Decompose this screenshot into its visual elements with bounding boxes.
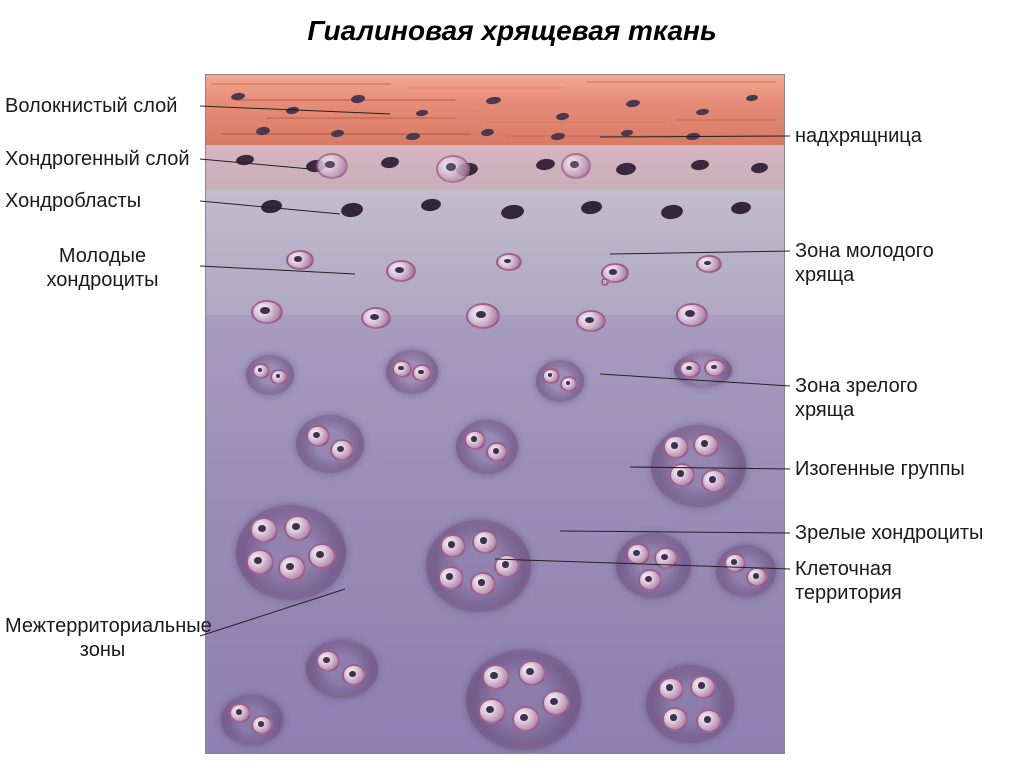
fiber-strand — [486, 121, 666, 123]
mature-chondrocyte — [270, 369, 288, 385]
isogenic-group — [306, 640, 378, 698]
mature-chondrocyte — [316, 650, 340, 672]
mature-chondrocyte — [478, 698, 506, 724]
young-chondrocyte — [576, 310, 606, 332]
mature-chondrocyte — [438, 566, 464, 590]
fiber-strand — [586, 81, 776, 83]
mature-chondrocyte — [669, 463, 695, 487]
mature-chondrocyte — [704, 359, 726, 377]
mature-chondrocyte — [250, 517, 278, 543]
isogenic-group — [246, 355, 294, 395]
fiber-strand — [266, 117, 456, 119]
young-chondrocyte — [676, 303, 708, 327]
young-chondrocyte — [251, 300, 283, 324]
isogenic-group — [716, 545, 776, 597]
young-chondrocyte — [386, 260, 416, 282]
mature-chondrocyte — [693, 433, 719, 457]
fiber-strand — [236, 99, 456, 101]
right-label: Зона зрелогохряща — [795, 374, 1015, 422]
mature-chondrocyte — [654, 547, 678, 569]
young-chondrocyte — [601, 278, 609, 286]
left-label: Молодыехондроциты — [5, 244, 200, 292]
isogenic-group — [646, 665, 734, 743]
isogenic-group — [651, 425, 746, 507]
mature-chondrocyte — [278, 555, 306, 581]
young-chondrocyte — [286, 250, 314, 270]
mature-chondrocyte — [464, 430, 486, 450]
chondrogenic-cell — [561, 153, 591, 179]
young-chondrocyte — [496, 253, 522, 271]
micrograph-image — [205, 74, 785, 754]
mature-chondrocyte — [284, 515, 312, 541]
mature-chondrocyte — [542, 690, 570, 716]
fiber-strand — [676, 119, 776, 121]
mature-chondrocyte — [560, 376, 578, 392]
fiber-strand — [406, 87, 566, 89]
isogenic-group — [466, 650, 581, 750]
isogenic-group — [386, 350, 438, 394]
right-label: надхрящница — [795, 124, 1015, 148]
fiber-strand — [476, 103, 676, 105]
mature-chondrocyte — [663, 435, 689, 459]
mature-chondrocyte — [512, 706, 540, 732]
mature-chondrocyte — [330, 439, 354, 461]
mature-chondrocyte — [472, 530, 498, 554]
mature-chondrocyte — [482, 664, 510, 690]
mature-chondrocyte — [696, 709, 722, 733]
right-label: Клеточнаятерритория — [795, 557, 1015, 605]
isogenic-group — [296, 415, 364, 473]
isogenic-group — [456, 420, 518, 474]
mature-chondrocyte — [470, 572, 496, 596]
chondrogenic-cell — [316, 153, 348, 179]
mature-chondrocyte — [229, 703, 251, 723]
mature-chondrocyte — [251, 715, 273, 735]
mature-chondrocyte — [246, 549, 274, 575]
chondrogenic-cell — [436, 155, 470, 183]
mature-chondrocyte — [342, 664, 366, 686]
right-label: Зрелые хондроциты — [795, 521, 1015, 545]
mature-chondrocyte — [638, 569, 662, 591]
mature-chondrocyte — [440, 534, 466, 558]
left-label: Хондробласты — [5, 189, 200, 213]
left-label: Межтерриториальныезоны — [5, 614, 200, 662]
mature-chondrocyte — [662, 707, 688, 731]
fiber-strand — [211, 83, 391, 85]
mature-chondrocyte — [746, 567, 768, 587]
isogenic-group — [616, 533, 691, 598]
mature-chondrocyte — [701, 469, 727, 493]
diagram-container: Волокнистый слой Хондрогенный слой Хондроб… — [0, 59, 1024, 759]
isogenic-group — [426, 520, 531, 612]
diagram-title: Гиалиновая хрящевая ткань — [0, 0, 1024, 59]
mature-chondrocyte — [542, 368, 560, 384]
mature-chondrocyte — [392, 360, 412, 378]
mature-chondrocyte — [412, 364, 432, 382]
mature-chondrocyte — [679, 360, 701, 378]
right-label: Зона молодогохряща — [795, 239, 1015, 287]
mature-chondrocyte — [306, 425, 330, 447]
isogenic-group — [221, 695, 283, 745]
isogenic-group — [236, 505, 346, 600]
fiber-strand — [506, 135, 766, 137]
right-label: Изогенные группы — [795, 457, 1015, 481]
mature-chondrocyte — [486, 442, 508, 462]
isogenic-group — [536, 360, 584, 402]
mature-chondrocyte — [308, 543, 336, 569]
mature-chondrocyte — [626, 543, 650, 565]
mature-chondrocyte — [494, 554, 520, 578]
mature-chondrocyte — [690, 675, 716, 699]
mature-chondrocyte — [724, 553, 746, 573]
isogenic-group — [674, 353, 732, 387]
mature-chondrocyte — [518, 660, 546, 686]
left-label: Хондрогенный слой — [5, 147, 200, 171]
left-label: Волокнистый слой — [5, 94, 200, 118]
young-chondrocyte — [696, 255, 722, 273]
mature-chondrocyte — [252, 363, 270, 379]
young-chondrocyte — [361, 307, 391, 329]
young-chondrocyte — [466, 303, 500, 329]
mature-chondrocyte — [658, 677, 684, 701]
